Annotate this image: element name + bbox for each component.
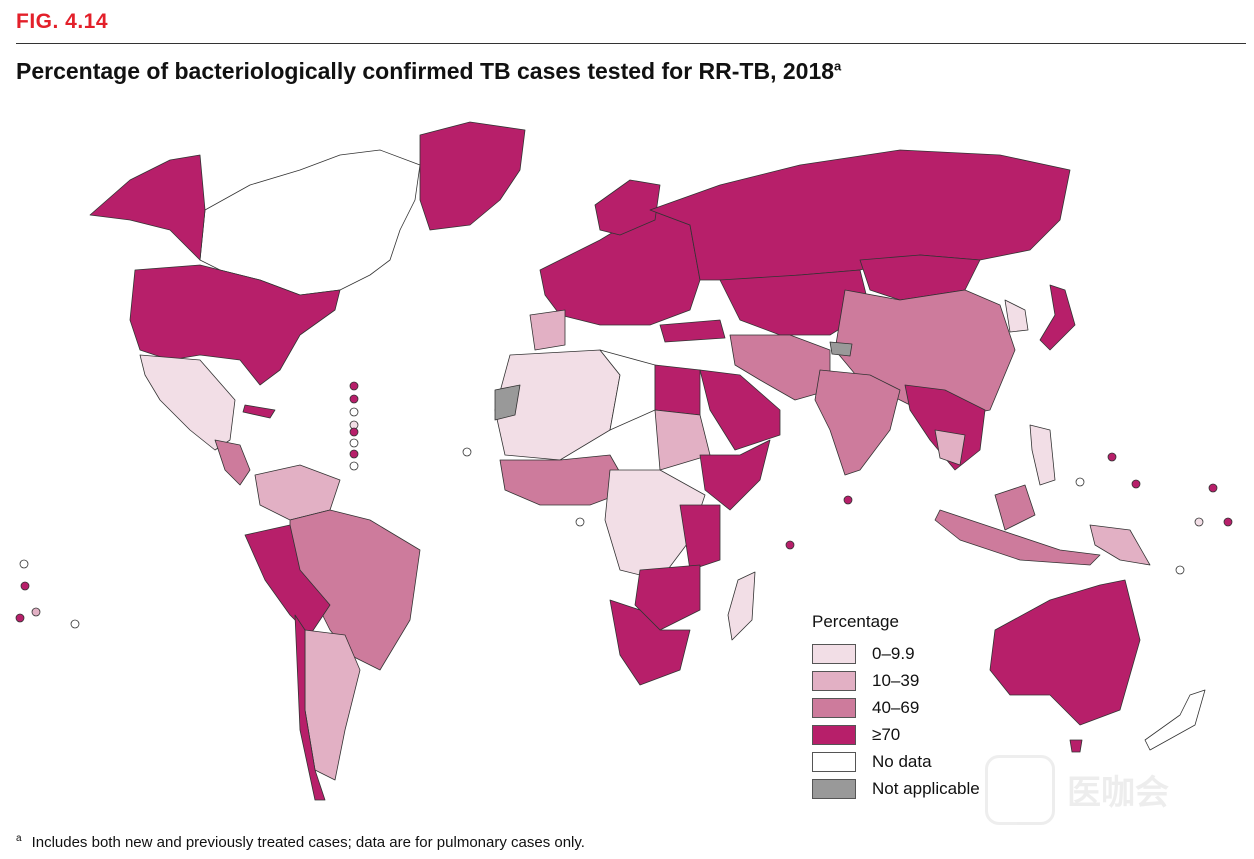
region-not-applicable [829, 341, 853, 357]
figure-label: FIG. 4.14 [16, 10, 109, 33]
region-papua [1089, 524, 1151, 566]
legend-label: 40–69 [872, 697, 920, 717]
region-cuba [242, 404, 276, 419]
island-marker [19, 559, 29, 569]
region-east-africa [679, 504, 721, 571]
island-marker [349, 449, 359, 459]
island-marker [1131, 479, 1141, 489]
region-western-sahara [494, 384, 521, 421]
legend-row: Not applicable [812, 775, 980, 802]
legend-row: ≥70 [812, 721, 980, 748]
island-marker [70, 619, 80, 629]
watermark-logo-icon [985, 754, 1055, 825]
region-new-zealand [1144, 689, 1206, 751]
watermark: 医咖会 [985, 752, 1215, 827]
legend-label: Not applicable [872, 778, 980, 798]
region-south-africa [609, 599, 691, 686]
island-marker [462, 447, 472, 457]
region-japan [1039, 284, 1076, 351]
island-marker [349, 381, 359, 391]
footnote: a Includes both new and previously treate… [16, 833, 585, 851]
island-marker [15, 613, 25, 623]
region-thailand [934, 429, 966, 466]
legend-label: ≥70 [872, 724, 901, 744]
region-arabia [699, 369, 781, 451]
legend-swatch-no-data [812, 751, 856, 772]
region-greenland [419, 121, 526, 231]
island-marker [785, 540, 795, 550]
region-india [814, 369, 901, 476]
region-borneo [994, 484, 1036, 531]
region-mexico [139, 354, 236, 451]
region-scandinavia [594, 179, 661, 236]
legend-label: 0–9.9 [872, 643, 915, 663]
figure-title-superscript: a [834, 58, 842, 74]
legend-swatch-10-39 [812, 670, 856, 691]
island-marker [349, 438, 359, 448]
footnote-text: Includes both new and previously treated… [31, 834, 585, 851]
region-tasmania [1069, 739, 1083, 753]
legend-title: Percentage [812, 612, 899, 631]
region-usa [129, 264, 341, 386]
region-central-africa [604, 469, 706, 581]
legend-row: 0–9.9 [812, 640, 980, 667]
legend-row: 40–69 [812, 694, 980, 721]
region-southern-africa-mid [634, 564, 701, 631]
island-marker [1107, 452, 1117, 462]
region-philippines [1029, 424, 1056, 486]
region-ethiopia-horn [699, 439, 771, 511]
island-marker [349, 394, 359, 404]
legend-row: No data [812, 748, 980, 775]
legend-swatch-0-9 [812, 643, 856, 664]
region-egypt [654, 364, 701, 416]
region-iran-pakistan [729, 334, 831, 401]
island-marker [1075, 477, 1085, 487]
island-marker [20, 581, 30, 591]
region-indonesia [934, 509, 1101, 566]
footnote-marker: a [16, 833, 22, 844]
island-marker [1208, 483, 1218, 493]
island-marker [349, 427, 359, 437]
region-central-america [214, 439, 251, 486]
legend-row: 10–39 [812, 667, 980, 694]
legend-swatch-40-69 [812, 697, 856, 718]
region-libya [599, 349, 656, 431]
legend-swatch-70 [812, 724, 856, 745]
watermark-text: 医咖会 [1067, 774, 1169, 812]
legend-swatch-not-applicable [812, 778, 856, 799]
island-marker [349, 461, 359, 471]
region-peru-bolivia [244, 524, 331, 636]
figure-title: Percentage of bacteriologically confirme… [16, 58, 841, 85]
region-madagascar [727, 571, 756, 641]
region-australia [989, 579, 1141, 726]
island-marker [575, 517, 585, 527]
region-southeast-asia [904, 384, 986, 471]
region-korea [1004, 299, 1029, 333]
header-rule [16, 43, 1246, 44]
island-marker [31, 607, 41, 617]
legend: Percentage 0–9.9 10–39 40–69 ≥70 No data… [812, 612, 980, 802]
legend-label: 10–39 [872, 670, 920, 690]
figure-title-text: Percentage of bacteriologically confirme… [16, 58, 835, 84]
region-alaska [89, 154, 206, 261]
island-marker [349, 407, 359, 417]
island-marker [1194, 517, 1204, 527]
world-map [15, 121, 1233, 801]
region-turkey [659, 319, 726, 343]
island-marker [1175, 565, 1185, 575]
region-chile [294, 614, 326, 801]
region-iberia [529, 309, 566, 351]
legend-label: No data [872, 751, 932, 771]
island-marker [1223, 517, 1233, 527]
island-marker [843, 495, 853, 505]
